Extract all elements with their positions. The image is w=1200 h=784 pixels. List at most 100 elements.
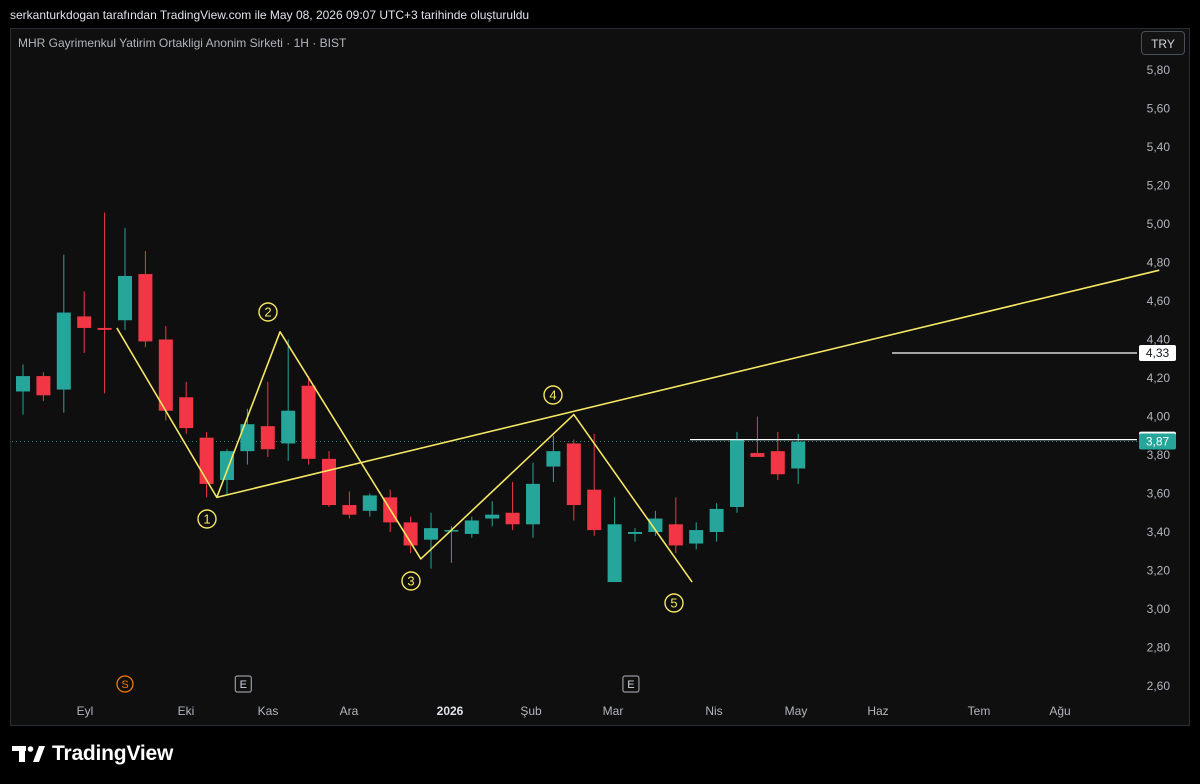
y-tick-label: 5,80 <box>1147 63 1171 77</box>
candle <box>689 522 704 550</box>
tradingview-logo[interactable]: TradingView <box>12 742 173 766</box>
candle <box>505 481 520 531</box>
y-tick-label: 5,40 <box>1147 140 1171 154</box>
y-tick-label: 3,80 <box>1147 448 1171 462</box>
wave-label-circle <box>197 509 217 529</box>
wave-label-circle <box>401 571 421 591</box>
candle-body <box>403 522 418 546</box>
candle-body <box>526 483 540 525</box>
candle <box>322 451 336 507</box>
candle <box>607 497 622 583</box>
wave-label-number: 2 <box>264 305 271 320</box>
y-tick-label: 4,80 <box>1147 256 1171 270</box>
wave-label-circle <box>664 593 684 613</box>
candle-body <box>464 520 479 534</box>
x-tick-label: Şub <box>520 704 542 718</box>
price-level-tag: 4,33 <box>1139 344 1176 361</box>
trendline <box>216 269 1160 499</box>
y-tick-label: 3,40 <box>1147 525 1171 539</box>
candle <box>485 501 500 527</box>
candle-body <box>97 327 112 330</box>
y-tick-label: 4,00 <box>1147 410 1171 424</box>
footer-bar <box>0 726 1200 784</box>
candle-body <box>16 376 30 392</box>
y-tick-label: 5,20 <box>1147 179 1171 193</box>
candle <box>342 491 357 519</box>
candle <box>791 433 806 484</box>
candle-body <box>689 530 704 544</box>
event-marker-letter: S <box>121 679 128 691</box>
candle-body <box>566 443 581 506</box>
candle-body <box>179 397 194 429</box>
wave-label-number: 3 <box>407 574 414 589</box>
candle-body <box>668 524 683 546</box>
y-tick-label: 3,20 <box>1147 564 1171 578</box>
event-marker-letter: E <box>240 679 247 691</box>
chart-panel[interactable] <box>10 28 1190 726</box>
candle-body <box>770 451 785 475</box>
candle <box>424 512 438 569</box>
y-tick-label: 4,20 <box>1147 371 1171 385</box>
candle <box>628 528 642 542</box>
candle-body <box>791 441 806 469</box>
candle <box>668 497 683 554</box>
candle-body <box>281 410 296 444</box>
x-tick-label: May <box>785 704 808 718</box>
last-price-tag-bg <box>1139 433 1176 450</box>
candle <box>526 462 540 538</box>
candle <box>301 376 316 465</box>
candle <box>546 435 561 482</box>
candle <box>709 503 724 542</box>
candle-body <box>648 518 663 532</box>
candle-body <box>301 385 316 459</box>
wave-label: 3 <box>401 571 421 591</box>
candle <box>260 381 275 457</box>
candle <box>77 291 92 353</box>
tradingview-logo-text: TradingView <box>52 742 174 765</box>
x-tick-label: Eyl <box>77 704 94 718</box>
wave-zigzag <box>116 327 693 583</box>
candle-body <box>709 508 724 532</box>
candle-body <box>607 524 622 583</box>
event-marker-circle <box>116 675 134 693</box>
currency-button[interactable]: TRY <box>1141 31 1185 55</box>
wave-label-number: 1 <box>203 512 210 527</box>
y-tick-label: 2,80 <box>1147 641 1171 655</box>
dividend-event-marker[interactable]: S <box>116 675 134 693</box>
candle <box>138 250 153 348</box>
earnings-event-marker[interactable]: E <box>234 675 252 693</box>
symbol-title: MHR Gayrimenkul Yatirim Ortakligi Anonim… <box>18 36 347 50</box>
y-tick-label: 4,40 <box>1147 333 1171 347</box>
candle-body <box>260 426 275 450</box>
candle-body <box>56 312 71 390</box>
x-tick-label: Ara <box>340 704 359 718</box>
candle-body <box>505 512 520 525</box>
candle-body <box>750 453 765 457</box>
candle-body <box>628 532 642 534</box>
wave-label: 1 <box>197 509 217 529</box>
y-tick-label: 3,60 <box>1147 487 1171 501</box>
price-level-tag-text: 4,33 <box>1146 346 1170 360</box>
candle <box>648 510 663 536</box>
last-price-tag-text: 3,87 <box>1146 435 1170 449</box>
x-tick-label: Eki <box>178 704 195 718</box>
candle-body <box>362 495 377 511</box>
price-level-tag-bg <box>1139 344 1176 361</box>
y-tick-label: 4,60 <box>1147 294 1171 308</box>
x-tick-label: Kas <box>258 704 279 718</box>
event-marker-box <box>622 675 640 693</box>
x-tick-label: Mar <box>603 704 624 718</box>
candle-body <box>199 437 214 484</box>
earnings-event-marker[interactable]: E <box>622 675 640 693</box>
candle <box>362 493 377 517</box>
candle <box>179 381 194 434</box>
x-tick-label: Nis <box>705 704 722 718</box>
candle <box>750 416 765 457</box>
candle <box>464 516 479 538</box>
candle <box>730 431 744 513</box>
candle-body <box>587 489 602 531</box>
candle-body <box>730 439 744 507</box>
candle <box>36 372 51 402</box>
candle <box>444 526 459 563</box>
